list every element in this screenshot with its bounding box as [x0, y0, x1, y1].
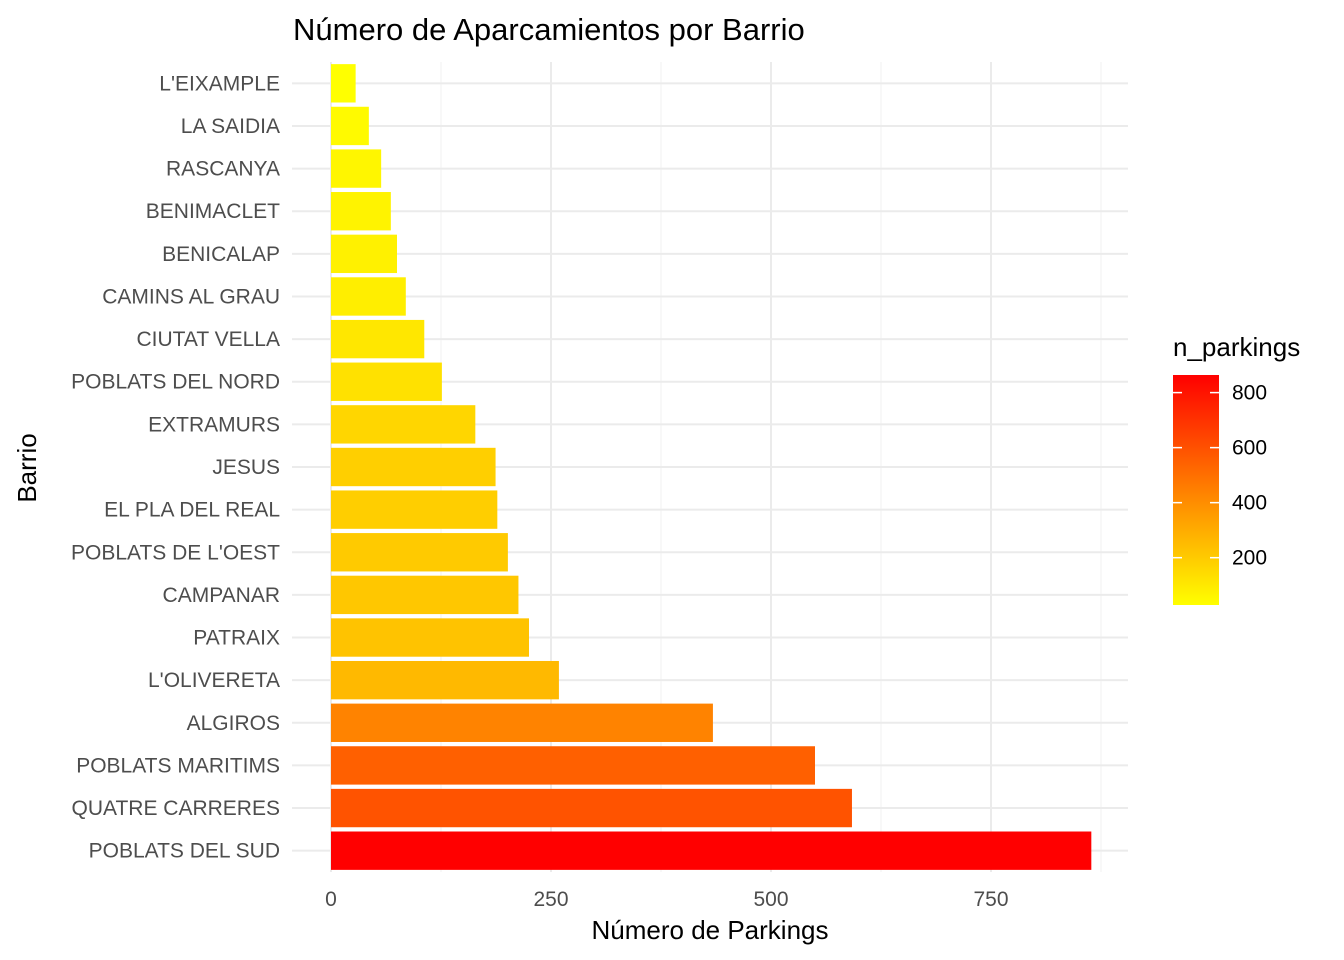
y-tick-label: QUATRE CARRERES — [72, 797, 280, 820]
bar — [331, 490, 498, 529]
bar — [331, 533, 508, 572]
y-tick-label: EXTRAMURS — [148, 413, 280, 436]
legend-tick-label: 800 — [1232, 382, 1267, 405]
y-tick-label: CAMPANAR — [163, 584, 280, 607]
y-tick-label: EL PLA DEL REAL — [104, 499, 280, 522]
y-tick-label: POBLATS DEL SUD — [89, 840, 280, 863]
legend-title: n_parkings — [1173, 332, 1300, 362]
bar — [331, 362, 442, 401]
x-tick-label: 250 — [533, 888, 568, 911]
legend-colorbar — [1173, 375, 1219, 605]
y-tick-label: LA SAIDIA — [181, 115, 280, 138]
x-tick-label: 750 — [973, 888, 1008, 911]
y-tick-label: BENICALAP — [162, 243, 280, 266]
bar — [331, 575, 519, 615]
y-tick-labels: L'EIXAMPLE LA SAIDIA RASCANYA BENIMACLET BEN… — [71, 72, 280, 862]
bar — [331, 405, 476, 444]
legend-ticks: 800 600 400 200 — [1173, 382, 1267, 570]
x-tick-labels: 0 250 500 750 — [325, 888, 1008, 911]
bar — [331, 746, 815, 785]
y-tick-label: BENIMACLET — [146, 200, 280, 223]
bar — [331, 149, 382, 188]
bar — [331, 447, 496, 487]
y-tick-label: PATRAIX — [193, 627, 280, 650]
y-axis-title: Barrio — [12, 433, 42, 502]
y-tick-label: CAMINS AL GRAU — [102, 285, 280, 308]
chart-title: Número de Aparcamientos por Barrio — [293, 12, 805, 47]
y-tick-label: CIUTAT VELLA — [136, 328, 280, 351]
y-tick-label: L'OLIVERETA — [148, 669, 280, 692]
bar — [331, 788, 852, 828]
legend-tick-label: 600 — [1232, 437, 1267, 460]
y-tick-label: RASCANYA — [166, 158, 280, 181]
bar — [331, 831, 1092, 870]
x-tick-label: 500 — [753, 888, 788, 911]
y-tick-label: POBLATS DE L'OEST — [71, 541, 280, 564]
x-tick-label: 0 — [325, 888, 337, 911]
bar — [331, 106, 369, 146]
bar — [331, 660, 559, 700]
y-tick-label: ALGIROS — [187, 712, 280, 735]
y-tick-label: POBLATS MARITIMS — [76, 754, 280, 777]
x-axis-title: Número de Parkings — [592, 915, 829, 945]
color-legend: n_parkings 800 600 400 200 — [1173, 332, 1300, 605]
bar — [331, 277, 406, 316]
bar — [331, 618, 529, 657]
y-tick-label: JESUS — [212, 456, 280, 479]
legend-tick-label: 400 — [1232, 492, 1267, 515]
bars — [331, 64, 1092, 870]
legend-tick-label: 200 — [1232, 547, 1267, 570]
bar — [331, 64, 356, 103]
bar — [331, 192, 391, 231]
bar — [331, 703, 713, 742]
bar — [331, 234, 397, 274]
bar — [331, 319, 425, 359]
y-tick-label: L'EIXAMPLE — [159, 72, 280, 95]
y-tick-label: POBLATS DEL NORD — [71, 371, 280, 394]
